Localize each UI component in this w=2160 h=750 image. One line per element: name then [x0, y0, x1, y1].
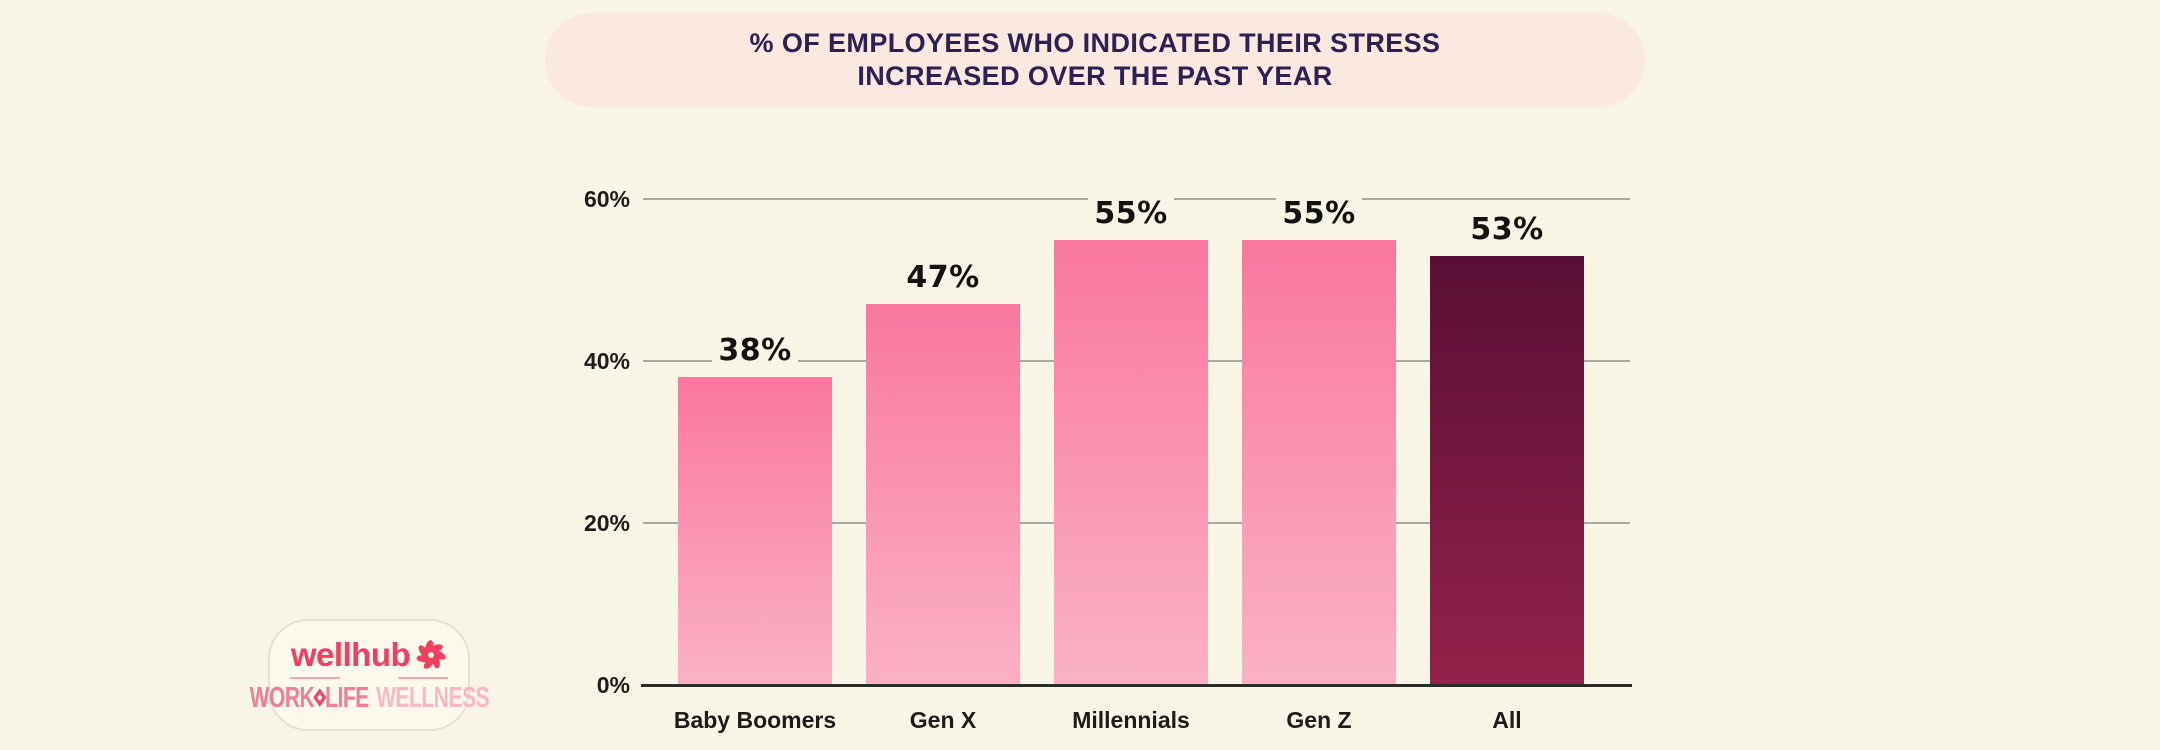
chart-title-line-1: % OF EMPLOYEES WHO INDICATED THEIR STRES… [749, 28, 1441, 58]
x-axis-category-label-baby-boomers: Baby Boomers [673, 707, 837, 733]
logo-divider-left [290, 676, 340, 679]
wellhub-brand-row: wellhub [290, 635, 447, 673]
wellhub-logo-badge: wellhub WORK LIFE WELLNESS [249, 619, 489, 731]
chart-title-pill: % OF EMPLOYEES WHO INDICATED THEIR STRES… [545, 13, 1645, 107]
bar-value-label-gen-x: 47% [833, 260, 1053, 296]
bar-value-label-millennials: 55% [1021, 195, 1241, 231]
logo-word-life: LIFE [324, 681, 369, 714]
bar-baby-boomers [678, 377, 832, 685]
pinwheel-flower-icon [416, 639, 446, 669]
bar-gen-x [866, 304, 1020, 685]
logo-word-work: WORK [249, 681, 314, 714]
logo-divider-right [398, 676, 448, 679]
x-axis-category-label-gen-x: Gen X [909, 707, 977, 733]
y-axis-tick-label: 60% [583, 186, 630, 212]
bar-value-label-baby-boomers: 38% [645, 333, 865, 369]
logo-divider [290, 676, 448, 679]
logo-tagline: WORK LIFE WELLNESS [249, 683, 489, 713]
x-axis-baseline [641, 684, 1632, 687]
y-axis-tick-label: 40% [583, 348, 630, 374]
wellhub-wordmark: wellhub [290, 635, 411, 673]
logo-word-wellness: WELLNESS [375, 681, 489, 714]
x-axis-category-label-all: All [1492, 707, 1522, 733]
bar-value-label-gen-z: 55% [1209, 195, 1429, 231]
bar-value-label-all: 53% [1397, 211, 1617, 247]
y-axis-tick-label: 20% [583, 510, 630, 536]
bar-all [1430, 255, 1584, 685]
bar-millennials [1054, 239, 1208, 685]
y-axis-tick-label: 0% [596, 672, 630, 698]
chart-title-line-2: INCREASED OVER THE PAST YEAR [857, 61, 1333, 91]
bar-gen-z [1242, 239, 1396, 685]
x-axis-category-label-millennials: Millennials [1072, 707, 1190, 733]
x-axis-category-label-gen-z: Gen Z [1286, 707, 1352, 733]
logo-diamond-icon [312, 688, 326, 707]
